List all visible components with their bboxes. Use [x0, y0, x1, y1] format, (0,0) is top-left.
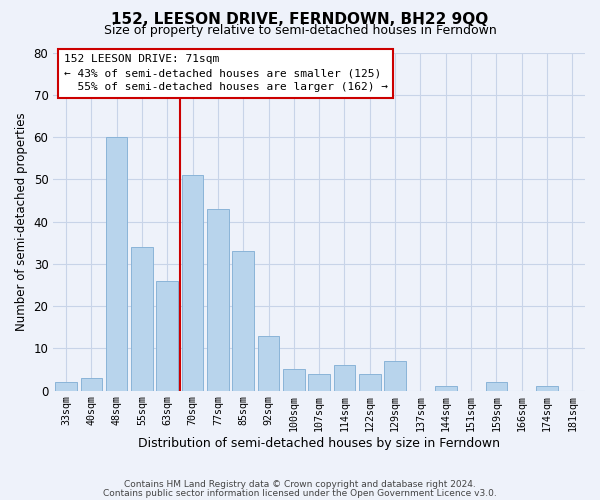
- Bar: [182, 175, 203, 390]
- Bar: [435, 386, 457, 390]
- Y-axis label: Number of semi-detached properties: Number of semi-detached properties: [15, 112, 28, 331]
- Bar: [207, 209, 229, 390]
- Text: Size of property relative to semi-detached houses in Ferndown: Size of property relative to semi-detach…: [104, 24, 496, 37]
- X-axis label: Distribution of semi-detached houses by size in Ferndown: Distribution of semi-detached houses by …: [138, 437, 500, 450]
- Bar: [106, 137, 127, 390]
- Bar: [536, 386, 558, 390]
- Bar: [385, 361, 406, 390]
- Text: Contains public sector information licensed under the Open Government Licence v3: Contains public sector information licen…: [103, 488, 497, 498]
- Bar: [334, 365, 355, 390]
- Bar: [359, 374, 380, 390]
- Bar: [131, 247, 152, 390]
- Bar: [485, 382, 507, 390]
- Bar: [258, 336, 279, 390]
- Bar: [157, 280, 178, 390]
- Text: 152, LEESON DRIVE, FERNDOWN, BH22 9QQ: 152, LEESON DRIVE, FERNDOWN, BH22 9QQ: [112, 12, 488, 28]
- Bar: [308, 374, 330, 390]
- Bar: [283, 370, 305, 390]
- Bar: [80, 378, 102, 390]
- Text: 152 LEESON DRIVE: 71sqm
← 43% of semi-detached houses are smaller (125)
  55% of: 152 LEESON DRIVE: 71sqm ← 43% of semi-de…: [64, 54, 388, 92]
- Text: Contains HM Land Registry data © Crown copyright and database right 2024.: Contains HM Land Registry data © Crown c…: [124, 480, 476, 489]
- Bar: [55, 382, 77, 390]
- Bar: [232, 251, 254, 390]
